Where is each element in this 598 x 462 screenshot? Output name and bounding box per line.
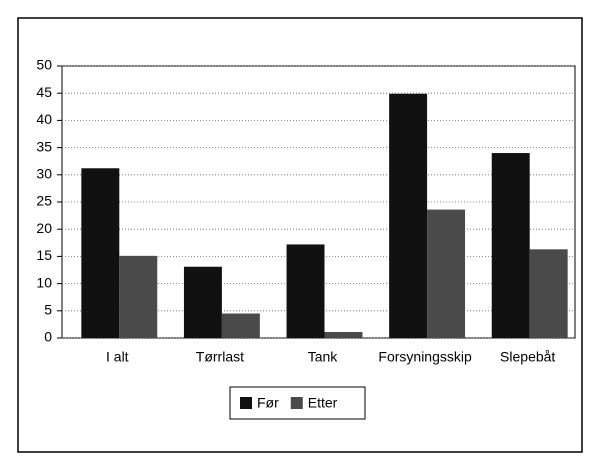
y-tick-label: 25 — [36, 193, 52, 209]
bar — [529, 249, 568, 338]
bar — [491, 153, 530, 338]
y-tick-label: 0 — [44, 329, 52, 345]
x-tick-label: Tank — [308, 349, 339, 365]
y-tick-label: 5 — [44, 302, 52, 318]
legend-label: Før — [257, 395, 279, 411]
bar — [119, 255, 158, 338]
legend-label: Etter — [308, 395, 338, 411]
y-tick-label: 50 — [36, 57, 52, 73]
bar — [389, 93, 428, 338]
legend-swatch — [240, 397, 252, 409]
y-tick-label: 45 — [36, 84, 52, 100]
x-tick-label: Slepebåt — [500, 349, 555, 365]
x-tick-label: Forsyningsskip — [378, 349, 472, 365]
y-tick-label: 35 — [36, 138, 52, 154]
y-tick-label: 20 — [36, 220, 52, 236]
y-tick-label: 10 — [36, 274, 52, 290]
bar — [221, 313, 260, 338]
bar — [427, 209, 466, 338]
x-tick-label: I alt — [106, 349, 129, 365]
y-tick-label: 15 — [36, 247, 52, 263]
y-tick-label: 30 — [36, 166, 52, 182]
bar — [183, 266, 222, 338]
bar — [286, 244, 325, 338]
bar — [324, 332, 363, 338]
y-tick-label: 40 — [36, 111, 52, 127]
bar — [81, 168, 120, 338]
x-tick-label: Tørrlast — [196, 349, 244, 365]
legend-swatch — [290, 397, 303, 409]
